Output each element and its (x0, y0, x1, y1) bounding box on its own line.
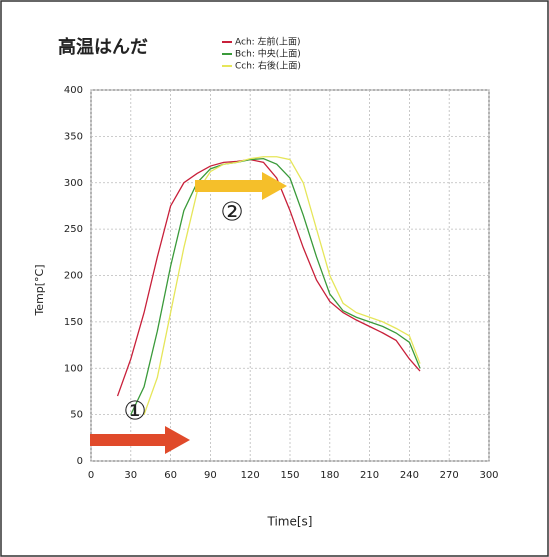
legend-label: Ach: 左前(上面) (235, 36, 301, 48)
y-tick-label: 100 (64, 363, 83, 374)
line (130, 157, 421, 415)
arrow (90, 426, 190, 454)
x-tick-label: 60 (164, 470, 177, 481)
legend-label: Cch: 右後(上面) (235, 60, 301, 72)
x-tick-label: 180 (320, 470, 339, 481)
x-tick-label: 90 (204, 470, 217, 481)
x-tick-label: 210 (360, 470, 379, 481)
y-tick-label: 300 (64, 178, 83, 189)
line (143, 156, 421, 415)
x-tick-label: 0 (88, 470, 94, 481)
chart-title: 高温はんだ (58, 36, 148, 58)
y-tick-label: 150 (64, 317, 83, 328)
y-tick-label: 350 (64, 131, 83, 142)
arrow (195, 172, 287, 200)
x-tick-label: 30 (124, 470, 137, 481)
x-tick-label: 240 (400, 470, 419, 481)
y-tick-label: 50 (70, 410, 83, 421)
x-tick-label: 300 (479, 470, 498, 481)
line (116, 158, 421, 397)
x-tick-label: 270 (440, 470, 459, 481)
x-tick-label: 120 (241, 470, 260, 481)
y-tick-label: 400 (64, 85, 83, 96)
annotation: ① (123, 397, 146, 427)
annotation: ② (220, 198, 243, 228)
y-axis-label: Temp[°C] (33, 264, 46, 316)
y-tick-label: 0 (77, 456, 83, 467)
y-tick-label: 200 (64, 271, 83, 282)
legend-label: Bch: 中央(上面) (235, 48, 301, 60)
x-axis-label: Time[s] (267, 515, 313, 529)
x-tick-label: 150 (280, 470, 299, 481)
y-tick-label: 250 (64, 224, 83, 235)
